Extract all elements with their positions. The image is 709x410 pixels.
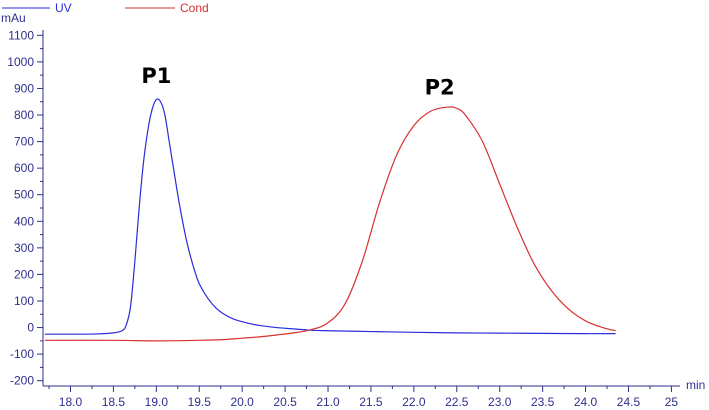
- x-tick-label: 19.0: [145, 395, 169, 409]
- y-tick-label: 600: [14, 161, 34, 175]
- x-tick-label: 24.0: [574, 395, 598, 409]
- y-tick-label: 1100: [8, 28, 34, 42]
- x-tick-label: 20.5: [273, 395, 297, 409]
- y-tick-label: 700: [14, 135, 34, 149]
- y-tick-label: 200: [14, 267, 34, 281]
- x-tick-label: 22.5: [445, 395, 469, 409]
- series-line-uv: [44, 98, 616, 335]
- y-tick-label: 0: [27, 321, 34, 335]
- y-tick-label: 100: [14, 294, 34, 308]
- legend: UV Cond: [2, 1, 209, 15]
- x-tick-label: 22.0: [402, 395, 426, 409]
- peak-label-p2: P2: [425, 75, 455, 99]
- x-tick-label: 25: [665, 395, 679, 409]
- peak-label-p1: P1: [141, 64, 171, 88]
- x-tick-label: 24.5: [617, 395, 641, 409]
- legend-label-cond: Cond: [180, 1, 209, 15]
- series-line-cond: [44, 106, 616, 342]
- x-tick-label: 23.5: [531, 395, 555, 409]
- x-tick-label: 18.5: [102, 395, 126, 409]
- y-ticks: -200 -100 0 100 200 300 400 500 600 700 800 900 1000…: [7, 28, 43, 388]
- y-tick-label: -200: [10, 374, 34, 388]
- x-tick-label: 21.5: [359, 395, 383, 409]
- y-axis-label: mAu: [1, 11, 26, 25]
- x-tick-label: 23.0: [488, 395, 512, 409]
- y-tick-label: 300: [14, 241, 34, 255]
- y-tick-label: -100: [10, 347, 34, 361]
- x-ticks: 18.0 18.5 19.0 19.5 20.0 20.5 21.0 21.5 22.0 22.5…: [48, 386, 679, 409]
- x-tick-label: 21.0: [316, 395, 340, 409]
- x-tick-label: 18.0: [59, 395, 83, 409]
- y-tick-label: 400: [14, 214, 34, 228]
- y-tick-label: 800: [14, 108, 34, 122]
- x-tick-label: 19.5: [188, 395, 212, 409]
- y-tick-label: 900: [14, 81, 34, 95]
- annotation-layer: P1 P2: [141, 64, 454, 99]
- legend-label-uv: UV: [55, 1, 72, 15]
- series-layer: [44, 98, 616, 342]
- y-tick-label: 1000: [7, 55, 34, 69]
- x-axis-label: min: [686, 378, 705, 392]
- x-tick-label: 20.0: [230, 395, 254, 409]
- y-tick-label: 500: [14, 188, 34, 202]
